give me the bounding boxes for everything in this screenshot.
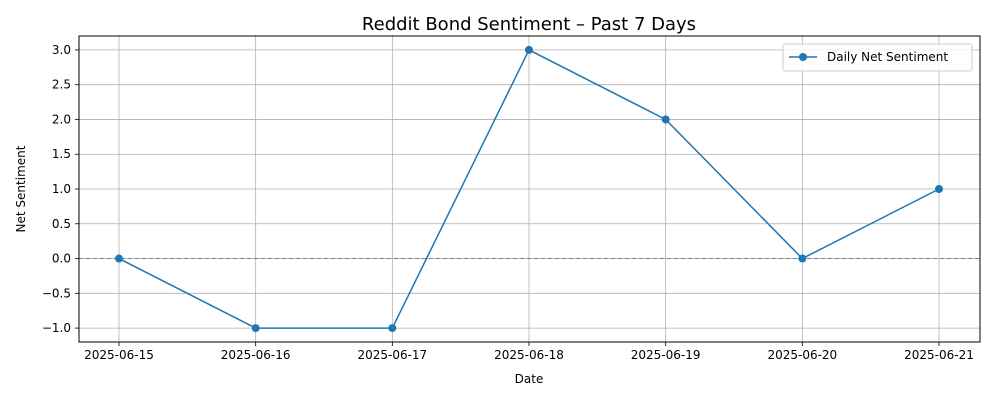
x-tick-label: 2025-06-21 <box>904 348 974 362</box>
legend-box <box>782 43 973 72</box>
data-point <box>798 254 807 263</box>
y-tick-label: 0.0 <box>52 252 71 266</box>
y-axis: −1.0 −0.5 0.0 0.5 1.0 1.5 2.0 2.5 3.0 <box>42 43 79 335</box>
legend-label: Daily Net Sentiment <box>827 50 948 64</box>
y-tick-label: 0.5 <box>52 217 71 231</box>
y-tick-label: −1.0 <box>42 321 71 335</box>
y-tick-label: 1.5 <box>52 147 71 161</box>
grid <box>79 36 980 342</box>
x-tick-label: 2025-06-16 <box>221 348 291 362</box>
x-axis-title: Date <box>515 372 544 386</box>
x-tick-label: 2025-06-19 <box>631 348 701 362</box>
legend-marker-swatch <box>799 53 807 61</box>
y-tick-label: 2.0 <box>52 112 71 126</box>
y-tick-label: 2.5 <box>52 78 71 92</box>
x-axis: 2025-06-15 2025-06-16 2025-06-17 2025-06-18… <box>84 342 974 362</box>
data-point <box>661 115 670 124</box>
data-point <box>935 185 943 193</box>
data-point <box>388 324 397 333</box>
y-tick-label: 3.0 <box>52 43 71 57</box>
x-tick-label: 2025-06-20 <box>767 348 837 362</box>
chart-title: Reddit Bond Sentiment – Past 7 Days <box>362 14 696 35</box>
legend: Daily Net Sentiment <box>782 43 973 72</box>
data-point <box>251 324 260 333</box>
x-tick-label: 2025-06-18 <box>494 348 564 362</box>
y-tick-label: −0.5 <box>42 286 71 300</box>
x-tick-label: 2025-06-15 <box>84 348 154 362</box>
x-tick-label: 2025-06-17 <box>357 348 427 362</box>
y-axis-title: Net Sentiment <box>14 145 28 232</box>
data-point <box>115 254 123 263</box>
y-tick-label: 1.0 <box>52 182 71 196</box>
series-layer <box>115 45 943 333</box>
data-point <box>525 45 533 54</box>
